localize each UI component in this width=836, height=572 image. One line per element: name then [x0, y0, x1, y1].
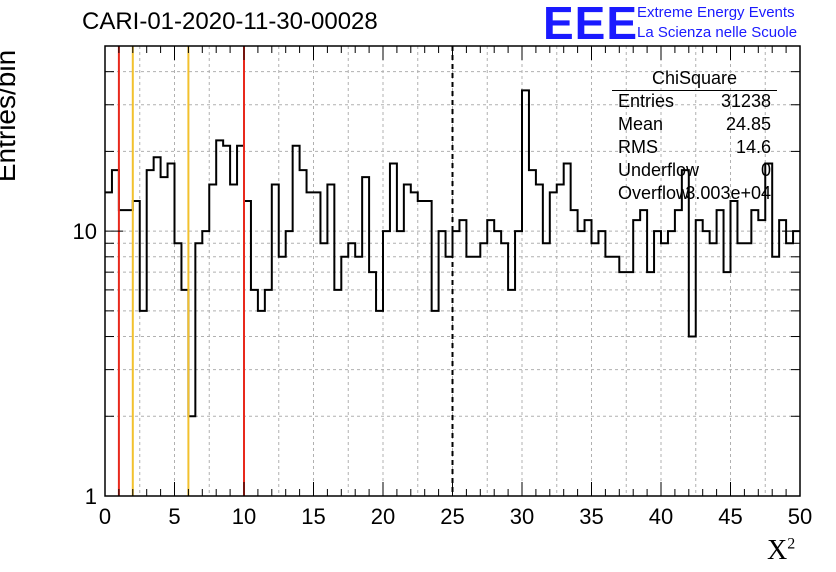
x-axis-label-superscript: 2 [787, 535, 796, 553]
stats-value: 24.85 [725, 114, 771, 134]
eee-logo: EEE [543, 0, 639, 49]
x-tick-label: 40 [649, 504, 673, 529]
x-axis-label: X2 [767, 535, 795, 567]
stats-row-mean: Mean 24.85 [612, 113, 777, 136]
x-tick-label: 25 [440, 504, 464, 529]
x-tick-label: 5 [168, 504, 180, 529]
logo-subtitle-line1: Extreme Energy Events [637, 4, 795, 21]
x-tick-label: 35 [579, 504, 603, 529]
y-tick-label: 1 [85, 484, 97, 509]
stats-box: ChiSquare Entries 31238 Mean 24.85 RMS 1… [612, 66, 777, 205]
stats-value: 3.003e+04 [685, 183, 771, 203]
stats-value: 31238 [720, 91, 771, 111]
x-tick-label: 45 [718, 504, 742, 529]
x-tick-label: 0 [99, 504, 111, 529]
stats-value: 14.6 [735, 137, 771, 157]
y-tick-label: 10 [73, 219, 97, 244]
stats-row-overflow: Overflow 3.003e+04 [612, 182, 777, 205]
x-tick-label: 15 [301, 504, 325, 529]
stats-key: RMS [618, 137, 658, 157]
x-tick-label: 30 [510, 504, 534, 529]
stats-key: Overflow [618, 183, 690, 203]
chart-title: CARI-01-2020-11-30-00028 [82, 8, 378, 35]
stats-row-underflow: Underflow 0 [612, 159, 777, 182]
x-tick-label: 50 [788, 504, 812, 529]
logo-subtitle-line2: La Scienza nelle Scuole [637, 24, 798, 41]
stats-row-rms: RMS 14.6 [612, 136, 777, 159]
x-tick-label: 20 [371, 504, 395, 529]
stats-row-entries: Entries 31238 [612, 90, 777, 113]
stats-title: ChiSquare [651, 68, 738, 88]
stats-value: 0 [760, 160, 771, 180]
x-tick-label: 10 [232, 504, 256, 529]
stats-key: Entries [618, 91, 675, 111]
stats-title-underline [612, 90, 777, 91]
stats-key: Underflow [618, 160, 700, 180]
stats-key: Mean [618, 114, 664, 134]
x-axis-label-text: X [767, 535, 788, 566]
